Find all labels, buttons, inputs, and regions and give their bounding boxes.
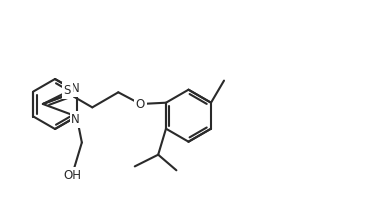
Text: S: S	[64, 84, 71, 97]
Text: N: N	[71, 82, 80, 95]
Text: O: O	[136, 97, 145, 111]
Text: N: N	[71, 113, 80, 126]
Text: OH: OH	[63, 169, 81, 182]
